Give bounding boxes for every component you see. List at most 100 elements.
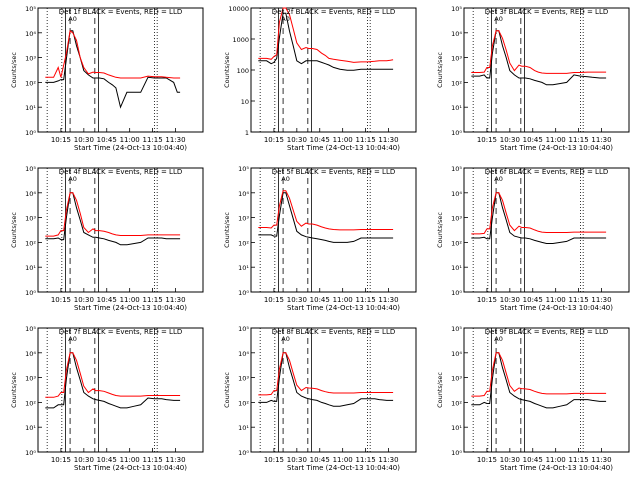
y-tick-label: 10² [451,79,462,87]
x-axis-label: Start Time (24-Oct-13 10:04:40) [287,464,400,472]
x-axis-label: Start Time (24-Oct-13 10:04:40) [74,144,187,152]
y-tick-label: 10¹ [25,424,36,432]
x-axis-label: Start Time (24-Oct-13 10:04:40) [500,144,613,152]
y-tick-label: 10⁰ [25,289,36,297]
y-tick-label: 10² [25,79,36,87]
x-tick-label: 10:30 [500,136,520,144]
x-tick-label: 10:15 [51,456,71,464]
panel-title: Det 2f BLACK = Events, RED = LLD [272,8,395,16]
x-tick-label: 11:30 [378,136,398,144]
x-tick-label: 11:15 [142,136,162,144]
x-tick-label: 11:00 [546,136,566,144]
y-tick-label: 10⁴ [451,350,462,358]
x-tick-label: 10:30 [500,296,520,304]
y-tick-label: 10¹ [451,424,462,432]
plot-frame [37,167,204,293]
y-tick-label: 10 [241,98,249,106]
y-tick-label: 10⁵ [238,165,249,173]
series-line-events [45,30,181,109]
y-tick-label: 10⁵ [25,165,36,173]
y-tick-label: 10² [25,399,36,407]
y-tick-label: 10¹ [25,264,36,272]
y-axis-label: Counts/sec [436,52,444,88]
y-tick-label: 10⁰ [451,129,462,137]
x-axis-label: Start Time (24-Oct-13 10:04:40) [500,304,613,312]
x-tick-label: 11:15 [568,296,588,304]
panel-annotation: A0 [281,175,290,183]
y-tick-label: 10² [451,399,462,407]
x-tick-label: 11:30 [591,456,611,464]
panel-title: Det 3f BLACK = Events, RED = LLD [485,8,608,16]
x-tick-label: 11:00 [546,296,566,304]
series-line-events [471,352,607,409]
x-tick-label: 11:00 [546,456,566,464]
y-axis-label: Counts/sec [10,212,18,248]
y-tick-label: 10⁵ [25,5,36,13]
y-tick-label: 10⁴ [25,350,36,358]
x-tick-label: 10:45 [97,136,117,144]
y-tick-label: 10¹ [238,424,249,432]
y-tick-label: 10³ [25,375,36,383]
y-tick-label: 10⁴ [25,30,36,38]
x-tick-label: 10:30 [287,296,307,304]
y-axis-label: Counts/sec [436,372,444,408]
y-tick-label: 10³ [238,375,249,383]
x-tick-label: 10:45 [310,136,330,144]
y-tick-label: 10⁰ [25,129,36,137]
panel-title: Det 4f BLACK = Events, RED = LLD [59,168,182,176]
y-tick-label: 10³ [25,55,36,63]
series-line-events [45,352,181,409]
x-tick-label: 11:30 [591,296,611,304]
x-tick-label: 11:15 [142,456,162,464]
x-axis-label: Start Time (24-Oct-13 10:04:40) [74,304,187,312]
y-tick-label: 10¹ [25,104,36,112]
y-tick-label: 10⁴ [25,190,36,198]
panel-annotation: A0 [68,175,77,183]
series-line-events [258,192,394,243]
x-tick-label: 11:30 [165,296,185,304]
x-tick-label: 11:15 [142,296,162,304]
detector-panel-2: 1 10 100 1000 10000 10:15 10:30 10:45 11:00 11:15… [223,5,417,152]
x-tick-label: 11:15 [568,456,588,464]
panel-title: Det 1f BLACK = Events, RED = LLD [59,8,182,16]
plot-frame [250,327,417,453]
x-tick-label: 10:45 [310,456,330,464]
x-tick-label: 10:45 [97,456,117,464]
plot-frame [463,167,630,293]
x-tick-label: 11:00 [333,456,353,464]
x-tick-label: 11:15 [355,136,375,144]
plot-frame [250,167,417,293]
series-line-lld [471,30,607,74]
x-axis-label: Start Time (24-Oct-13 10:04:40) [287,304,400,312]
plot-frame [37,7,204,133]
x-tick-label: 10:45 [523,136,543,144]
series-line-lld [258,7,394,63]
y-axis-label: Counts/sec [223,212,231,248]
y-tick-label: 10⁰ [451,449,462,457]
y-tick-label: 100 [237,67,249,75]
x-tick-label: 10:30 [287,456,307,464]
y-tick-label: 10² [238,239,249,247]
x-tick-label: 11:00 [120,456,140,464]
x-tick-label: 11:15 [355,456,375,464]
panel-title: Det 7f BLACK = Events, RED = LLD [59,328,182,336]
x-tick-label: 10:15 [477,296,497,304]
x-tick-label: 10:45 [523,296,543,304]
y-tick-label: 10³ [25,215,36,223]
x-tick-label: 11:30 [378,456,398,464]
panel-title: Det 8f BLACK = Events, RED = LLD [272,328,395,336]
y-tick-label: 10³ [451,55,462,63]
x-tick-label: 10:30 [287,136,307,144]
y-tick-label: 10⁵ [238,325,249,333]
series-line-lld [471,192,607,235]
y-axis-label: Counts/sec [223,372,231,408]
panel-title: Det 5f BLACK = Events, RED = LLD [272,168,395,176]
x-tick-label: 10:15 [51,296,71,304]
x-tick-label: 11:00 [120,296,140,304]
panel-title: Det 6f BLACK = Events, RED = LLD [485,168,608,176]
